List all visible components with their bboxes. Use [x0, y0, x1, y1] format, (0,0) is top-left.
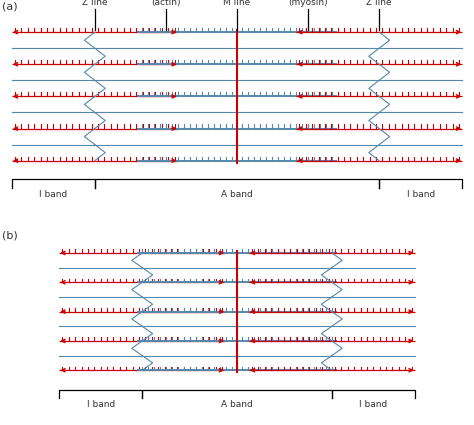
Text: I band: I band — [359, 400, 387, 408]
Text: I band: I band — [39, 190, 67, 199]
Text: M line: M line — [223, 0, 251, 7]
Text: Thick filaments
(myosin): Thick filaments (myosin) — [273, 0, 343, 7]
Text: A band: A band — [221, 400, 253, 408]
Text: I band: I band — [87, 400, 115, 408]
Text: (b): (b) — [2, 230, 18, 241]
Text: I band: I band — [407, 190, 435, 199]
Text: Z line: Z line — [366, 0, 392, 7]
Text: (a): (a) — [2, 1, 18, 11]
Text: A band: A band — [221, 190, 253, 199]
Text: Thin filament
(actin): Thin filament (actin) — [136, 0, 196, 7]
Text: Z line: Z line — [82, 0, 108, 7]
